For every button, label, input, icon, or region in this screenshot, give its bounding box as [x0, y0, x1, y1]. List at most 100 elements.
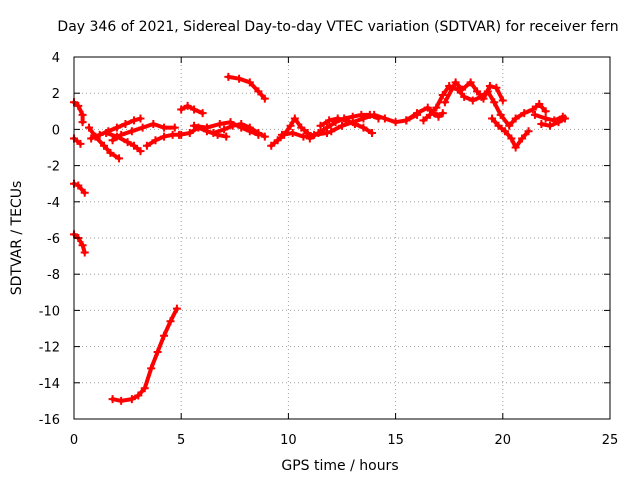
data-point — [254, 129, 263, 138]
data-point — [237, 119, 246, 128]
data-point — [80, 248, 89, 257]
data-point — [479, 94, 488, 103]
data-point — [434, 112, 443, 121]
data-point — [314, 129, 323, 138]
data-point — [166, 317, 175, 326]
data-point — [112, 123, 121, 132]
data-point — [115, 154, 124, 163]
data-point — [299, 132, 308, 141]
data-point — [136, 147, 145, 156]
data-point — [370, 110, 379, 119]
data-point — [134, 391, 143, 400]
data-point — [277, 130, 286, 139]
data-point — [438, 91, 447, 100]
data-point — [245, 78, 254, 87]
data-point — [496, 110, 505, 119]
data-point — [348, 118, 357, 127]
y-tick-label: 0 — [52, 123, 60, 138]
data-point — [286, 121, 295, 130]
data-point — [507, 134, 516, 143]
series-arc-f — [85, 123, 124, 163]
data-point — [535, 100, 544, 109]
data-point — [490, 98, 499, 107]
data-point — [76, 139, 85, 148]
data-point — [380, 114, 389, 123]
data-point — [151, 136, 160, 145]
data-point — [85, 123, 94, 132]
series-line — [110, 306, 179, 403]
data-point — [267, 141, 276, 150]
data-point — [305, 134, 314, 143]
data-point — [80, 188, 89, 197]
y-tick-label: -12 — [39, 341, 60, 356]
data-point — [466, 78, 475, 87]
data-point — [209, 129, 218, 138]
data-point — [160, 123, 169, 132]
data-point — [537, 119, 546, 128]
y-tick-label: -2 — [47, 160, 60, 175]
data-point — [460, 92, 469, 101]
x-tick-label: 0 — [70, 433, 78, 448]
data-point — [220, 125, 229, 134]
data-point — [117, 130, 126, 139]
data-point — [273, 136, 282, 145]
data-point — [160, 331, 169, 340]
series-arc-z — [537, 114, 569, 130]
data-point — [100, 141, 109, 150]
series-arc-s — [316, 114, 377, 138]
data-point — [541, 114, 550, 123]
series-line — [539, 116, 567, 128]
data-point — [202, 123, 211, 132]
data-point — [494, 121, 503, 130]
y-tick-label: -6 — [47, 232, 60, 247]
data-point — [338, 121, 346, 130]
data-series — [70, 72, 569, 405]
data-point — [297, 123, 306, 132]
data-point — [518, 134, 527, 143]
data-point — [333, 114, 342, 123]
series-arc-h — [102, 129, 145, 156]
data-point — [78, 110, 87, 119]
series-arc-c — [70, 179, 89, 197]
data-point — [177, 105, 186, 114]
data-point — [138, 123, 147, 132]
y-tick-label: -14 — [39, 377, 60, 392]
y-tick-label: 4 — [52, 51, 60, 66]
y-tick-label: 2 — [52, 87, 60, 102]
data-point — [505, 121, 514, 130]
data-point — [419, 116, 428, 125]
data-point — [432, 103, 441, 112]
series-arc-x — [488, 114, 533, 152]
data-point — [87, 134, 96, 143]
y-axis-label: SDTVAR / TECUs — [9, 181, 25, 296]
y-tick-label: -8 — [47, 268, 60, 283]
data-point — [413, 109, 422, 118]
series-arc-w — [440, 78, 507, 107]
x-tick-label: 20 — [495, 433, 512, 448]
data-point — [554, 118, 563, 127]
data-point — [524, 127, 533, 136]
data-point — [511, 114, 520, 123]
data-point — [500, 127, 509, 136]
data-point — [160, 132, 169, 141]
data-point — [440, 98, 449, 107]
data-point — [127, 395, 136, 404]
y-tick-label: -16 — [39, 413, 60, 428]
data-point — [190, 121, 199, 130]
data-point — [245, 123, 254, 132]
x-tick-label: 10 — [280, 433, 297, 448]
series-arc-g — [87, 114, 145, 143]
data-point — [130, 116, 139, 125]
data-point — [215, 119, 224, 128]
data-point — [359, 123, 368, 132]
data-point — [78, 241, 87, 250]
series-arc-v — [419, 81, 550, 130]
data-point — [325, 116, 334, 125]
data-point — [528, 105, 537, 114]
x-tick-label: 5 — [177, 433, 185, 448]
data-point — [117, 396, 126, 405]
data-point — [451, 78, 460, 87]
data-point — [530, 110, 539, 119]
x-axis-label: GPS time / hours — [281, 458, 398, 474]
data-point — [136, 114, 145, 123]
